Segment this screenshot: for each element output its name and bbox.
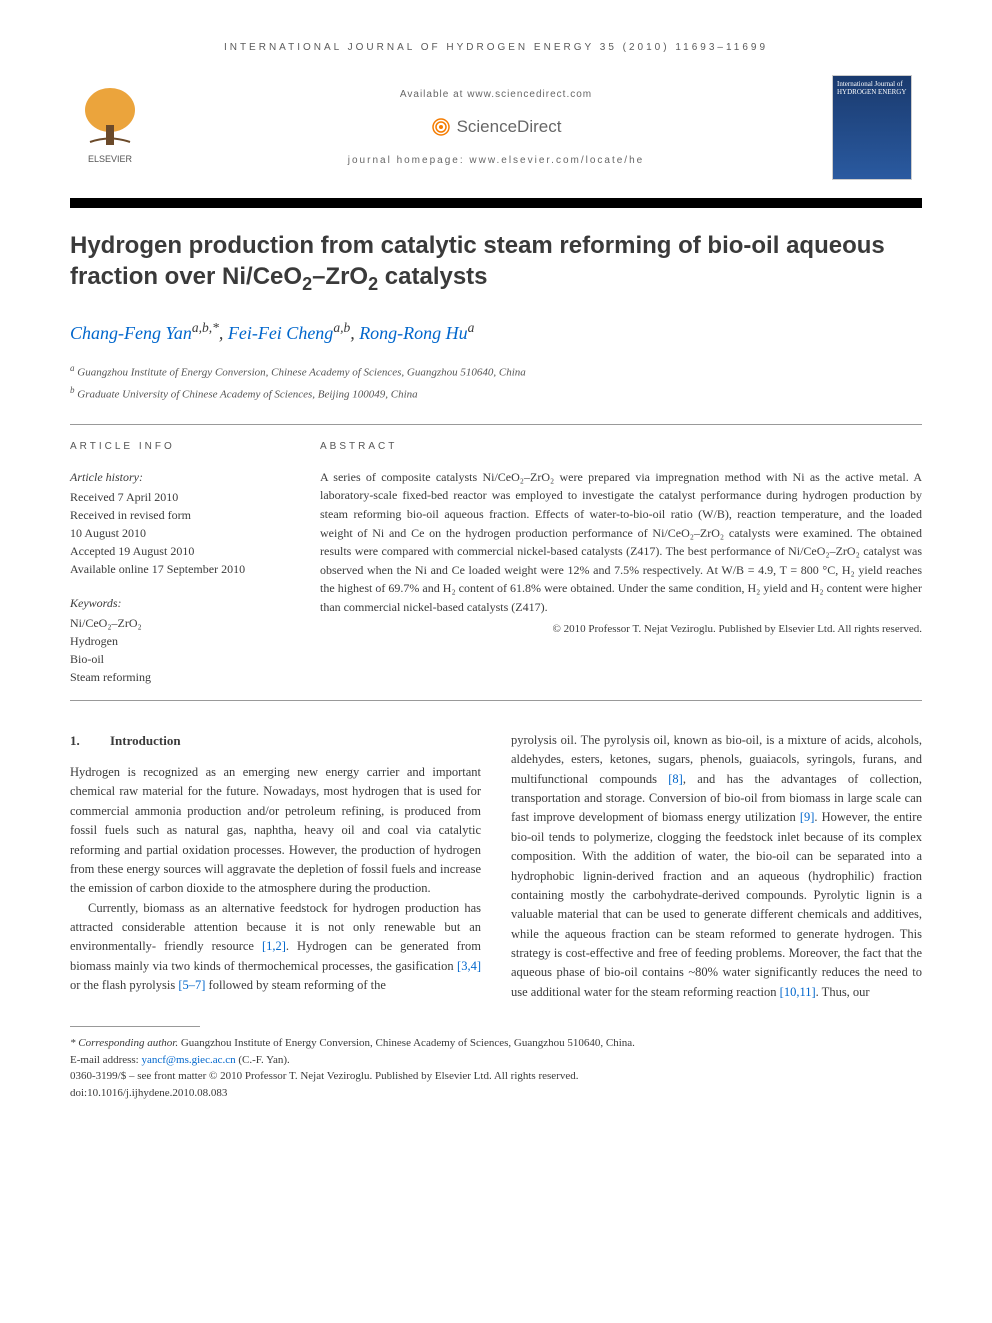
history-item-4: Accepted 19 August 2010 bbox=[70, 542, 280, 560]
footer-separator bbox=[70, 1026, 200, 1027]
author-name-3: Rong-Rong Hu bbox=[359, 323, 467, 343]
author-name-1: Chang-Feng Yan bbox=[70, 323, 192, 343]
affiliation-list: a Guangzhou Institute of Energy Conversi… bbox=[70, 361, 922, 404]
intro-col2-post: . Thus, our bbox=[816, 985, 870, 999]
affil-sup-1: a bbox=[70, 363, 75, 373]
citation-34[interactable]: [3,4] bbox=[457, 959, 481, 973]
banner-center: Available at www.sciencedirect.com Scien… bbox=[160, 87, 832, 169]
body-column-left: 1.Introduction Hydrogen is recognized as… bbox=[70, 731, 481, 1002]
article-info-section: ARTICLE INFO Article history: Received 7… bbox=[70, 439, 922, 686]
history-item-3: 10 August 2010 bbox=[70, 524, 280, 542]
author-sup-2: a,b bbox=[333, 320, 350, 335]
sciencedirect-text: ScienceDirect bbox=[457, 114, 562, 140]
footer-section: * Corresponding author. Guangzhou Instit… bbox=[70, 1035, 922, 1101]
affil-text-2: Graduate University of Chinese Academy o… bbox=[77, 388, 417, 400]
abstract-section: ABSTRACT A series of composite catalysts… bbox=[320, 439, 922, 686]
article-title: Hydrogen production from catalytic steam… bbox=[70, 230, 922, 296]
info-separator-top bbox=[70, 424, 922, 425]
journal-cover-container: International Journal of HYDROGEN ENERGY bbox=[832, 75, 922, 180]
keyword-3: Bio-oil bbox=[70, 650, 280, 668]
title-post: catalysts bbox=[378, 263, 487, 290]
elsevier-logo-container: ELSEVIER bbox=[70, 80, 160, 176]
corresponding-author-line: * Corresponding author. Guangzhou Instit… bbox=[70, 1035, 922, 1052]
history-label: Article history: bbox=[70, 468, 280, 486]
journal-running-header: INTERNATIONAL JOURNAL OF HYDROGEN ENERGY… bbox=[70, 40, 922, 55]
intro-para-3: pyrolysis oil. The pyrolysis oil, known … bbox=[511, 731, 922, 1002]
title-mid: –ZrO bbox=[312, 263, 368, 290]
email-post: (C.-F. Yan). bbox=[236, 1054, 290, 1066]
sciencedirect-fingerprint-icon bbox=[431, 117, 451, 137]
affiliation-1: a Guangzhou Institute of Energy Conversi… bbox=[70, 361, 922, 382]
history-item-2: Received in revised form bbox=[70, 506, 280, 524]
intro-p2-mid2: or the flash pyrolysis bbox=[70, 978, 178, 992]
citation-1011[interactable]: [10,11] bbox=[780, 985, 816, 999]
body-column-right: pyrolysis oil. The pyrolysis oil, known … bbox=[511, 731, 922, 1002]
article-info-left: ARTICLE INFO Article history: Received 7… bbox=[70, 439, 280, 686]
author-link-3[interactable]: Rong-Rong Hu bbox=[359, 323, 467, 343]
keyword-4: Steam reforming bbox=[70, 668, 280, 686]
available-at-text: Available at www.sciencedirect.com bbox=[160, 87, 832, 102]
email-label: E-mail address: bbox=[70, 1054, 141, 1066]
corresp-label: * Corresponding author. bbox=[70, 1037, 178, 1049]
doi-line: doi:10.1016/j.ijhydene.2010.08.083 bbox=[70, 1085, 922, 1102]
info-separator-bottom bbox=[70, 700, 922, 701]
journal-cover-title: International Journal of HYDROGEN ENERGY bbox=[833, 76, 911, 101]
abstract-text: A series of composite catalysts Ni/CeO₂–… bbox=[320, 468, 922, 617]
intro-para-1: Hydrogen is recognized as an emerging ne… bbox=[70, 763, 481, 899]
title-sub1: 2 bbox=[302, 274, 312, 294]
history-item-5: Available online 17 September 2010 bbox=[70, 560, 280, 578]
abstract-copyright: © 2010 Professor T. Nejat Veziroglu. Pub… bbox=[320, 621, 922, 638]
publisher-banner: ELSEVIER Available at www.sciencedirect.… bbox=[70, 75, 922, 180]
author-name-2: Fei-Fei Cheng bbox=[228, 323, 333, 343]
author-sup-3: a bbox=[468, 320, 475, 335]
citation-8[interactable]: [8] bbox=[668, 772, 683, 786]
citation-57[interactable]: [5–7] bbox=[178, 978, 205, 992]
affil-sup-2: b bbox=[70, 385, 75, 395]
keyword-2: Hydrogen bbox=[70, 632, 280, 650]
author-link-2[interactable]: Fei-Fei Cheng bbox=[228, 323, 333, 343]
keyword-1: Ni/CeO₂–ZrO₂ bbox=[70, 614, 280, 632]
intro-heading-text: Introduction bbox=[110, 733, 181, 748]
svg-text:ELSEVIER: ELSEVIER bbox=[88, 154, 133, 164]
issn-line: 0360-3199/$ – see front matter © 2010 Pr… bbox=[70, 1068, 922, 1085]
intro-col2-mid2: . However, the entire bio-oil tends to p… bbox=[511, 810, 922, 998]
introduction-heading: 1.Introduction bbox=[70, 731, 481, 751]
citation-9[interactable]: [9] bbox=[800, 810, 815, 824]
corresp-text: Guangzhou Institute of Energy Conversion… bbox=[178, 1037, 635, 1049]
title-sub2: 2 bbox=[368, 274, 378, 294]
article-info-label: ARTICLE INFO bbox=[70, 439, 280, 454]
intro-para-2: Currently, biomass as an alternative fee… bbox=[70, 899, 481, 996]
abstract-label: ABSTRACT bbox=[320, 439, 922, 454]
history-item-1: Received 7 April 2010 bbox=[70, 488, 280, 506]
journal-cover-thumbnail[interactable]: International Journal of HYDROGEN ENERGY bbox=[832, 75, 912, 180]
author-link-1[interactable]: Chang-Feng Yan bbox=[70, 323, 192, 343]
journal-homepage-text: journal homepage: www.elsevier.com/locat… bbox=[160, 153, 832, 168]
affil-text-1: Guangzhou Institute of Energy Conversion… bbox=[77, 367, 526, 379]
intro-num: 1. bbox=[70, 731, 110, 751]
elsevier-tree-logo-icon: ELSEVIER bbox=[70, 80, 150, 170]
email-line: E-mail address: yancf@ms.giec.ac.cn (C.-… bbox=[70, 1052, 922, 1069]
citation-12[interactable]: [1,2] bbox=[262, 939, 286, 953]
author-list: Chang-Feng Yana,b,*, Fei-Fei Chenga,b, R… bbox=[70, 318, 922, 347]
keywords-label: Keywords: bbox=[70, 594, 280, 612]
sciencedirect-logo[interactable]: ScienceDirect bbox=[160, 114, 832, 140]
email-link[interactable]: yancf@ms.giec.ac.cn bbox=[141, 1054, 235, 1066]
title-separator-bar bbox=[70, 198, 922, 208]
body-columns: 1.Introduction Hydrogen is recognized as… bbox=[70, 731, 922, 1002]
intro-p2-post: followed by steam reforming of the bbox=[205, 978, 386, 992]
author-sup-1: a,b,* bbox=[192, 320, 219, 335]
affiliation-2: b Graduate University of Chinese Academy… bbox=[70, 383, 922, 404]
